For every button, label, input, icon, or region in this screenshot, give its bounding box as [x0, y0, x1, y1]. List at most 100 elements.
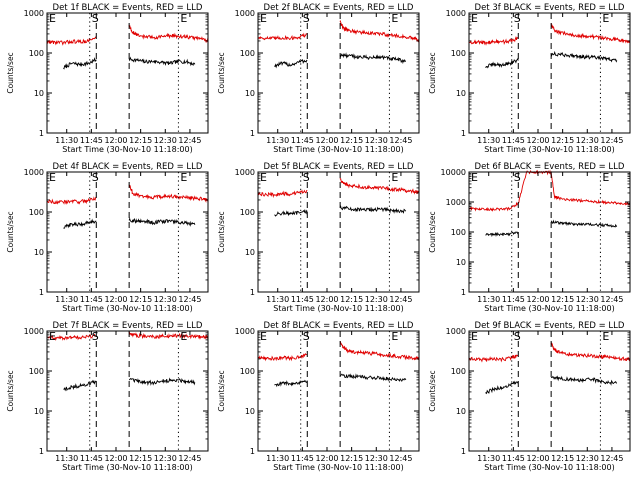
marker-label: S [92, 171, 99, 184]
y-tick-label: 100 [451, 228, 466, 237]
x-axis-label: Start Time (30-Nov-10 11:18:00) [62, 304, 192, 313]
x-tick-label: 11:30 [266, 136, 289, 145]
y-tick-label: 10 [34, 248, 44, 257]
y-tick-label: 10 [245, 407, 255, 416]
panel-title: Det 2f BLACK = Events, RED = LLD [264, 3, 414, 13]
y-axis-label: Counts/sec [217, 52, 226, 93]
x-tick-label: 12:15 [129, 454, 152, 463]
panel-title: Det 6f BLACK = Events, RED = LLD [475, 162, 625, 172]
y-tick-label: 1000 [24, 9, 44, 18]
y-tick-label: 10 [456, 89, 466, 98]
series-events-line [128, 217, 196, 227]
series-events-line [63, 218, 97, 229]
plot-frame [46, 330, 209, 452]
x-tick-label: 11:45 [80, 454, 103, 463]
x-tick-label: 11:30 [55, 295, 78, 304]
series-events-line [550, 219, 618, 228]
series-lld-line [550, 23, 631, 44]
marker-label: E [180, 171, 187, 184]
x-tick-label: 12:30 [365, 136, 388, 145]
plot-frame [257, 330, 420, 452]
series-lld-line [339, 178, 420, 195]
x-tick-label: 11:30 [55, 454, 78, 463]
marker-label: E [260, 171, 267, 184]
x-tick-label: 11:45 [502, 295, 525, 304]
x-tick-label: 12:00 [104, 136, 127, 145]
y-tick-label: 1000 [446, 198, 466, 207]
marker-label: S [303, 330, 310, 343]
marker-label: E [391, 12, 398, 25]
x-tick-label: 12:15 [129, 136, 152, 145]
marker-label: E [471, 171, 478, 184]
x-tick-label: 12:45 [600, 454, 623, 463]
marker-label: S [92, 330, 99, 343]
series-events-line [485, 380, 519, 395]
panel-title: Det 5f BLACK = Events, RED = LLD [264, 162, 414, 172]
y-tick-label: 10 [245, 248, 255, 257]
x-tick-label: 11:45 [502, 136, 525, 145]
panel-title: Det 9f BLACK = Events, RED = LLD [475, 321, 625, 331]
marker-label: S [303, 12, 310, 25]
y-tick-label: 1000 [24, 168, 44, 177]
marker-label: E [180, 12, 187, 25]
marker-label: E [391, 330, 398, 343]
series-events-line [274, 379, 308, 388]
x-axis-label: Start Time (30-Nov-10 11:18:00) [62, 145, 192, 154]
series-events-line [274, 208, 308, 217]
series-lld-line [258, 352, 308, 362]
x-tick-label: 11:45 [80, 295, 103, 304]
y-tick-label: 1 [461, 288, 466, 297]
marker-label: E [602, 171, 609, 184]
series-events-line [274, 58, 308, 69]
y-tick-label: 100 [240, 367, 255, 376]
series-events-line [550, 50, 618, 63]
y-tick-label: 1000 [446, 327, 466, 336]
series-lld-line [468, 169, 631, 212]
x-axis-label: Start Time (30-Nov-10 11:18:00) [273, 145, 403, 154]
plot-frame [257, 171, 420, 293]
series-events-line [485, 57, 519, 69]
marker-label: S [303, 171, 310, 184]
y-axis-label: Counts/sec [6, 370, 15, 411]
y-tick-label: 1 [461, 447, 466, 456]
x-tick-label: 12:30 [576, 454, 599, 463]
x-tick-label: 12:15 [551, 454, 574, 463]
marker-label: S [514, 171, 521, 184]
series-lld-line [46, 333, 97, 341]
x-tick-label: 11:30 [477, 454, 500, 463]
marker-label: E [602, 12, 609, 25]
x-tick-label: 11:45 [291, 136, 314, 145]
plot-frame [468, 330, 631, 452]
y-tick-label: 1 [39, 129, 44, 138]
x-axis-label: Start Time (30-Nov-10 11:18:00) [273, 463, 403, 472]
y-axis-label: Counts/sec [428, 211, 437, 252]
x-tick-label: 11:45 [291, 295, 314, 304]
panel-title: Det 8f BLACK = Events, RED = LLD [264, 321, 414, 331]
series-events-line [128, 56, 196, 67]
x-tick-label: 12:15 [340, 454, 363, 463]
y-tick-label: 1000 [24, 327, 44, 336]
y-axis-label: Counts/sec [6, 211, 15, 252]
x-tick-label: 11:30 [266, 454, 289, 463]
x-tick-label: 12:00 [315, 454, 338, 463]
marker-label: E [180, 330, 187, 343]
series-events-line [63, 57, 97, 70]
x-tick-label: 12:00 [526, 454, 549, 463]
x-tick-label: 12:00 [104, 454, 127, 463]
series-lld-line [468, 36, 519, 46]
panel-title: Det 1f BLACK = Events, RED = LLD [53, 3, 203, 13]
y-tick-label: 10 [456, 258, 466, 267]
x-tick-label: 12:45 [600, 136, 623, 145]
y-tick-label: 10 [245, 89, 255, 98]
series-lld-line [46, 196, 97, 205]
marker-label: E [49, 171, 56, 184]
x-tick-label: 12:45 [389, 136, 412, 145]
x-tick-label: 12:15 [340, 295, 363, 304]
x-tick-label: 12:00 [104, 295, 127, 304]
y-tick-label: 100 [29, 49, 44, 58]
